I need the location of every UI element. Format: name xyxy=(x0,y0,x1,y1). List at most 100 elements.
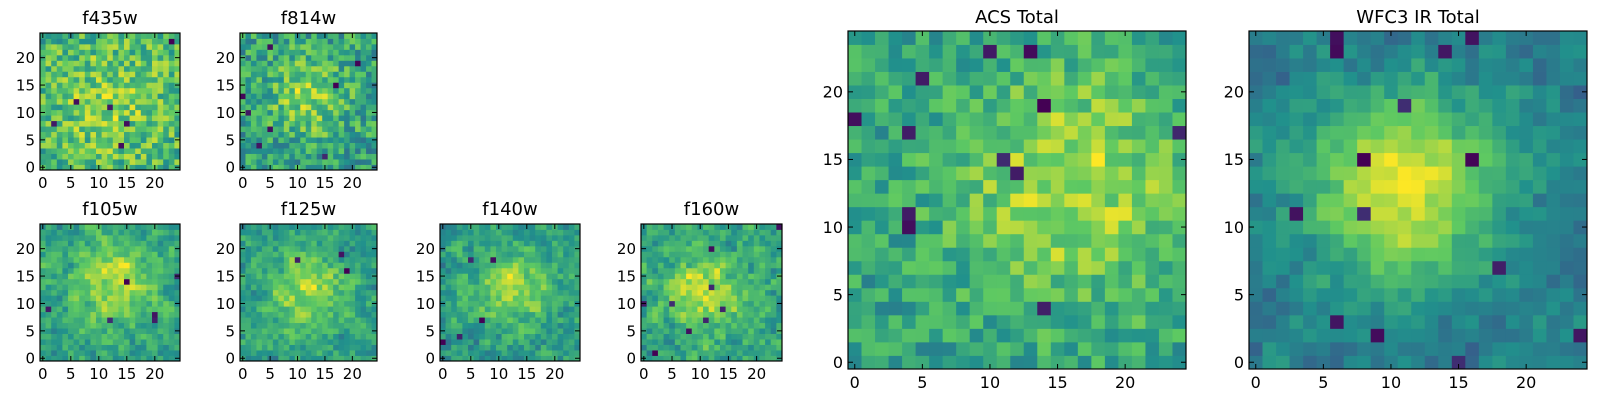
heatmap-cell xyxy=(240,328,246,334)
heatmap-cell xyxy=(742,322,749,329)
heatmap-cell xyxy=(107,311,114,318)
heatmap-cell xyxy=(311,65,318,72)
heatmap-cell xyxy=(1064,314,1079,329)
heatmap-cell xyxy=(731,284,738,291)
heatmap-cell xyxy=(1050,58,1065,72)
heatmap-cell xyxy=(652,300,659,307)
heatmap-cell xyxy=(250,350,257,356)
heatmap-cell xyxy=(473,355,480,362)
heatmap-cell xyxy=(311,71,318,78)
heatmap-cell xyxy=(753,273,760,280)
heatmap-cell xyxy=(278,300,285,307)
heatmap-cell xyxy=(168,300,175,307)
heatmap-cell xyxy=(686,317,693,324)
heatmap-cell xyxy=(40,240,46,247)
heatmap-cell xyxy=(691,350,698,356)
heatmap-cell xyxy=(770,328,777,334)
heatmap-cell xyxy=(1118,247,1133,262)
heatmap-cell xyxy=(1118,58,1133,72)
heatmap-cell xyxy=(278,109,285,116)
heatmap-cell xyxy=(366,148,372,154)
heatmap-cell xyxy=(1077,166,1092,181)
heatmap-cell xyxy=(669,350,676,356)
heatmap-cell xyxy=(1546,206,1561,221)
heatmap-cell xyxy=(101,306,108,313)
heatmap-cell xyxy=(725,240,732,247)
heatmap-cell xyxy=(929,112,944,127)
heatmap-cell xyxy=(473,278,480,285)
heatmap-cell xyxy=(371,142,378,149)
heatmap-cell xyxy=(294,267,301,274)
heatmap-cell xyxy=(135,38,142,45)
heatmap-cell xyxy=(68,71,74,78)
heatmap-cell xyxy=(112,38,119,45)
heatmap-cell xyxy=(888,341,903,356)
heatmap-cell xyxy=(124,262,130,269)
heatmap-cell xyxy=(1037,44,1052,59)
heatmap-cell xyxy=(135,339,142,345)
heatmap-cell xyxy=(652,344,659,351)
heatmap-cell xyxy=(118,76,125,83)
heatmap-cell xyxy=(245,109,252,116)
heatmap-cell xyxy=(256,82,263,89)
heatmap-cell xyxy=(73,295,80,302)
heatmap-cell xyxy=(915,152,930,167)
heatmap-cell xyxy=(445,350,452,356)
heatmap-cell xyxy=(371,54,378,61)
heatmap-cell xyxy=(62,234,69,241)
heatmap-cell xyxy=(456,262,463,269)
heatmap-cell xyxy=(875,220,889,235)
heatmap-cell xyxy=(669,333,676,340)
heatmap-cell xyxy=(107,126,114,133)
heatmap-cell xyxy=(349,317,356,324)
heatmap-cell xyxy=(256,33,263,39)
heatmap-cell xyxy=(146,350,153,356)
heatmap-cell xyxy=(501,256,508,263)
heatmap-cell xyxy=(1118,220,1133,235)
heatmap-cell xyxy=(657,278,664,285)
heatmap-cell xyxy=(256,159,263,165)
heatmap-cell xyxy=(327,126,334,133)
heatmap-cell xyxy=(84,344,91,351)
heatmap-cell xyxy=(731,224,738,230)
heatmap-cell xyxy=(1104,58,1119,72)
heatmap-cell xyxy=(51,93,58,100)
heatmap-cell xyxy=(240,289,246,296)
heatmap-cell xyxy=(888,274,903,289)
heatmap-cell xyxy=(168,333,175,340)
heatmap-cell xyxy=(1546,247,1561,262)
heatmap-cell xyxy=(540,350,547,356)
heatmap-cell xyxy=(73,289,80,296)
heatmap-cell xyxy=(742,344,749,351)
heatmap-cell xyxy=(366,234,372,241)
heatmap-cell xyxy=(574,267,581,274)
heatmap-cell xyxy=(512,300,519,307)
heatmap-cell xyxy=(338,229,345,236)
heatmap-cell xyxy=(697,350,704,356)
heatmap-cell xyxy=(79,273,86,280)
heatmap-cell xyxy=(294,344,301,351)
heatmap-cell xyxy=(355,350,361,356)
heatmap-cell xyxy=(496,267,502,274)
heatmap-cell xyxy=(316,148,323,154)
heatmap-cell xyxy=(140,60,147,67)
heatmap-cell xyxy=(719,295,726,302)
heatmap-cell xyxy=(294,137,301,143)
heatmap-cell xyxy=(355,82,361,89)
heatmap-cell xyxy=(157,339,164,345)
heatmap-cell xyxy=(490,284,497,291)
heatmap-cell xyxy=(140,142,147,149)
heatmap-cell xyxy=(73,93,80,100)
heatmap-cell xyxy=(135,234,142,241)
heatmap-cell xyxy=(759,245,766,252)
heatmap-cell xyxy=(1050,85,1065,99)
heatmap-cell xyxy=(1519,328,1534,343)
heatmap-cell xyxy=(338,284,345,291)
heatmap-cell xyxy=(496,311,502,318)
heatmap-cell xyxy=(753,317,760,324)
heatmap-cell xyxy=(333,278,340,285)
heatmap-cell xyxy=(327,43,334,50)
heatmap-cell xyxy=(731,306,738,313)
heatmap-cell xyxy=(663,355,670,362)
heatmap-cell xyxy=(344,142,350,149)
